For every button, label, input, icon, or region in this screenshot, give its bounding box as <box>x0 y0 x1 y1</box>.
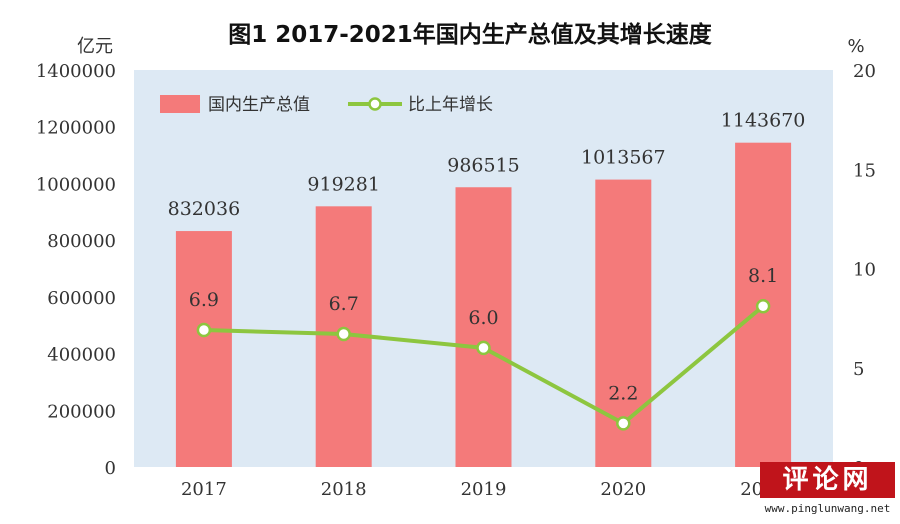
growth-point-2020 <box>616 416 631 431</box>
x-tick-label: 2019 <box>461 479 507 500</box>
watermark-url: www.pinglunwang.net <box>764 502 891 515</box>
bar-label-2020: 1013567 <box>581 147 666 169</box>
left-axis-unit: 亿元 <box>77 36 113 57</box>
left-tick-label: 1400000 <box>36 61 116 82</box>
bar-label-2017: 832036 <box>168 198 241 220</box>
legend-bar-swatch <box>160 95 200 113</box>
legend-line-label: 比上年增长 <box>408 95 493 115</box>
growth-point-2021 <box>755 298 771 314</box>
growth-point-2018 <box>336 326 351 342</box>
x-tick-label: 2020 <box>600 479 646 500</box>
bar-label-2021: 1143670 <box>721 110 806 132</box>
growth-point-2017 <box>196 322 212 338</box>
growth-label-2018: 6.7 <box>329 293 359 315</box>
right-tick-label: 5 <box>853 359 864 380</box>
right-axis-unit: % <box>847 36 864 57</box>
growth-label-2019: 6.0 <box>468 307 498 329</box>
left-tick-label: 600000 <box>47 288 116 309</box>
left-tick-label: 200000 <box>47 401 116 422</box>
left-tick-label: 0 <box>105 458 116 479</box>
watermark: 评论网 www.pinglunwang.net <box>760 462 895 518</box>
left-tick-label: 400000 <box>47 345 116 366</box>
bar-2017 <box>175 231 232 467</box>
bar-label-2018: 919281 <box>307 173 380 195</box>
bar-label-2019: 986515 <box>447 154 520 176</box>
growth-label-2017: 6.9 <box>189 289 219 311</box>
growth-label-2020: 2.2 <box>608 382 638 404</box>
right-tick-label: 10 <box>853 260 876 281</box>
x-tick-label: 2017 <box>181 479 227 500</box>
chart-title: 图1 2017-2021年国内生产总值及其增长速度 <box>228 21 713 48</box>
left-tick-label: 800000 <box>47 231 116 252</box>
x-tick-label: 2018 <box>321 479 367 500</box>
right-tick-label: 15 <box>853 160 876 181</box>
legend-bar-label: 国内生产总值 <box>208 95 310 115</box>
right-tick-label: 20 <box>853 61 876 82</box>
legend-line-point <box>368 97 382 111</box>
growth-label-2021: 8.1 <box>748 265 778 287</box>
watermark-title: 评论网 <box>760 462 895 498</box>
legend: 国内生产总值 比上年增长 <box>160 95 493 115</box>
left-tick-label: 1000000 <box>36 174 116 195</box>
left-tick-label: 1200000 <box>36 118 116 139</box>
growth-point-2019 <box>476 340 491 356</box>
bar-2019 <box>455 187 512 467</box>
